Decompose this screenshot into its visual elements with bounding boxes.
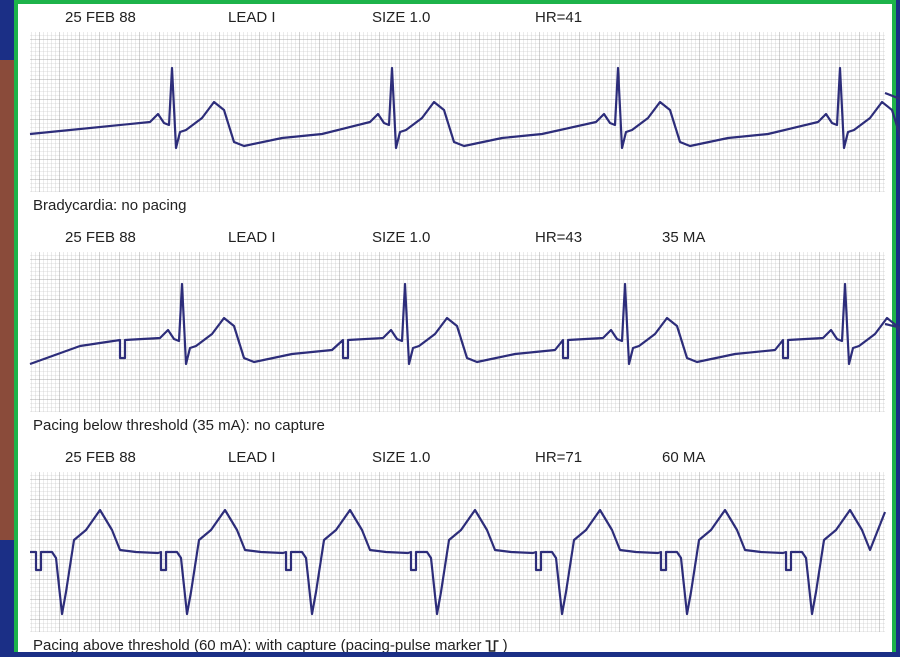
ecg-grid [30,252,885,412]
strip-header: LEAD I [228,229,276,246]
ecg-trace [29,66,900,150]
strip-header: SIZE 1.0 [372,9,430,26]
pacing-marker-icon [485,640,499,652]
photo-edge [0,60,14,540]
strip-caption-end: ) [503,637,508,652]
strip-caption: Pacing above threshold (60 mA): with cap… [33,637,482,652]
strip-header: 60 MA [662,449,705,466]
strip-header: 35 MA [662,229,705,246]
ecg-grid [30,32,885,192]
strip-header: SIZE 1.0 [372,229,430,246]
ecg-trace [30,508,887,616]
strip-header: 25 FEB 88 [65,9,136,26]
ecg-trace [29,282,900,366]
strip-header: LEAD I [228,9,276,26]
strip-header: HR=71 [535,449,582,466]
strip-header: HR=41 [535,9,582,26]
strip-caption: Pacing below threshold (35 mA): no captu… [33,417,325,434]
strip-header: SIZE 1.0 [372,449,430,466]
strip-header: LEAD I [228,449,276,466]
strip-caption: Bradycardia: no pacing [33,197,186,214]
strip-header: 25 FEB 88 [65,449,136,466]
strip-header: 25 FEB 88 [65,229,136,246]
strip-header: HR=43 [535,229,582,246]
